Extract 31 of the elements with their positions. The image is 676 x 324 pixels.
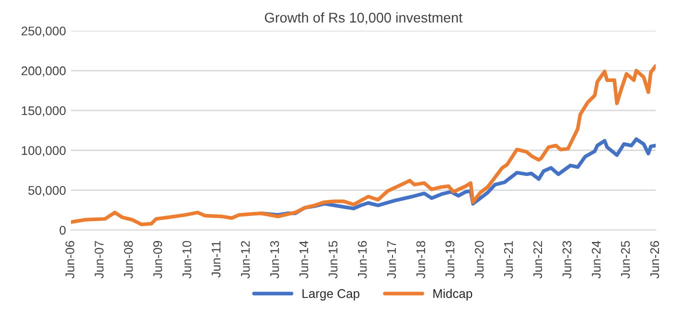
x-tick-label: Jun-11 bbox=[212, 241, 220, 278]
chart-title: Growth of Rs 10,000 investment bbox=[264, 12, 462, 24]
x-tick-label: Jun-19 bbox=[446, 241, 454, 278]
x-tick-label: Jun-08 bbox=[124, 240, 133, 278]
x-tick-label: Jun-15 bbox=[328, 240, 338, 278]
x-tick-label: Jun-14 bbox=[300, 240, 308, 278]
y-tick-label: 150,000 bbox=[22, 106, 66, 117]
x-tick-label: Jun-26 bbox=[650, 241, 660, 278]
x-tick-label: Jun-25 bbox=[621, 240, 630, 278]
legend-label: Midcap bbox=[433, 288, 472, 300]
y-tick-label: 100,000 bbox=[22, 146, 66, 156]
x-tick-label: Jun-16 bbox=[358, 241, 367, 278]
x-tick-label: Jun-07 bbox=[94, 241, 104, 278]
x-tick-label: Jun-10 bbox=[182, 240, 192, 278]
x-tick-label: Jun-22 bbox=[533, 241, 542, 278]
line-series bbox=[70, 64, 656, 226]
y-tick-label: 0 bbox=[60, 226, 66, 235]
x-tick-label: Jun-17 bbox=[387, 241, 396, 278]
x-tick-label: Jun-21 bbox=[504, 241, 513, 278]
x-tick-label: Jun-12 bbox=[240, 241, 250, 278]
x-tick-label: Jun-13 bbox=[270, 241, 280, 278]
y-tick-label: 200,000 bbox=[22, 66, 66, 77]
legend-label: Large Cap bbox=[302, 289, 360, 300]
x-tick-label: Jun-18 bbox=[416, 240, 426, 278]
x-tick-label: Jun-20 bbox=[474, 240, 484, 278]
x-tick-label: Jun-06 bbox=[65, 241, 74, 278]
x-tick-label: Jun-09 bbox=[153, 241, 162, 278]
x-tick-label: Jun-24 bbox=[592, 240, 601, 278]
y-tick-label: 250,000 bbox=[22, 26, 66, 37]
y-tick-label: 50,000 bbox=[28, 186, 66, 196]
x-tick-label: Jun-23 bbox=[562, 241, 572, 278]
